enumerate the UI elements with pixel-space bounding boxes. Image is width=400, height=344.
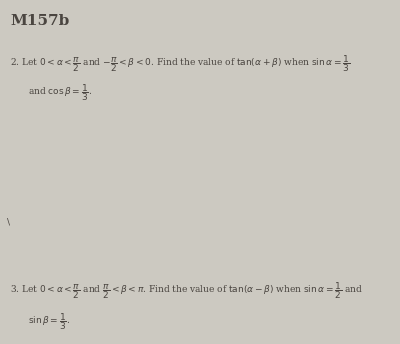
Text: 2. Let $0 < \alpha < \dfrac{\pi}{2}$ and $-\dfrac{\pi}{2} < \beta < 0$. Find the: 2. Let $0 < \alpha < \dfrac{\pi}{2}$ and… — [10, 53, 350, 74]
Text: M157b: M157b — [10, 14, 69, 28]
Text: $\backslash$: $\backslash$ — [6, 216, 11, 227]
Text: 3. Let $0 < \alpha < \dfrac{\pi}{2}$ and $\dfrac{\pi}{2} < \beta < \pi$. Find th: 3. Let $0 < \alpha < \dfrac{\pi}{2}$ and… — [10, 280, 363, 301]
Text: and $\cos\beta = \dfrac{1}{3}$.: and $\cos\beta = \dfrac{1}{3}$. — [28, 83, 92, 104]
Text: $\sin\beta = \dfrac{1}{3}$.: $\sin\beta = \dfrac{1}{3}$. — [28, 311, 70, 332]
